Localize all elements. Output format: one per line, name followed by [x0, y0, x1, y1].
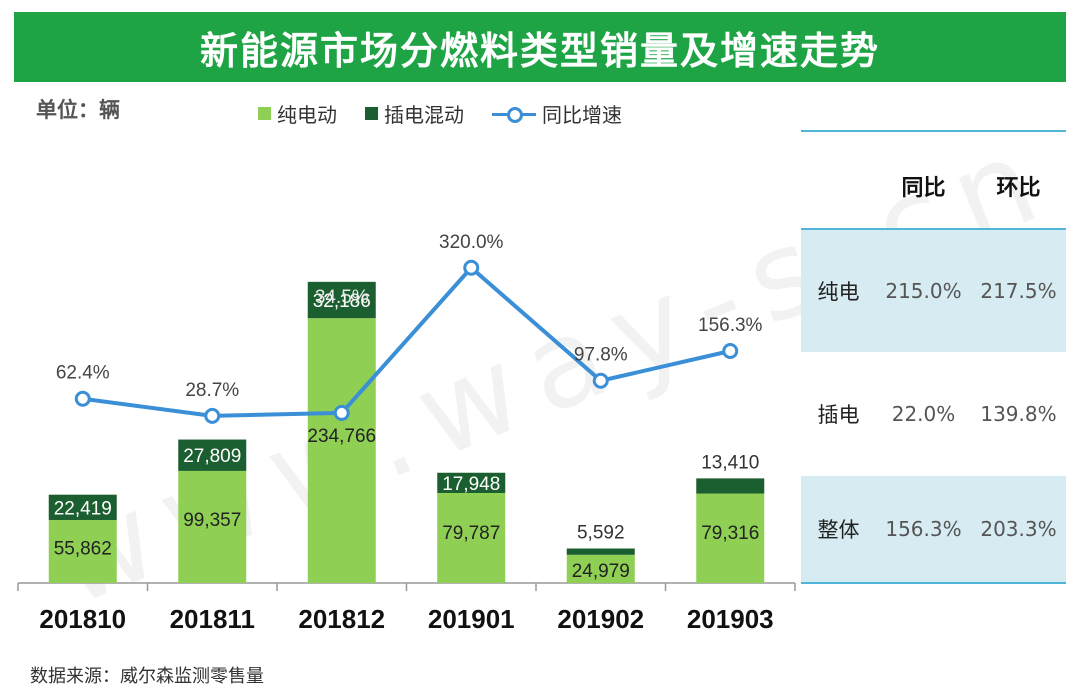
bar-label-bev: 79,316 — [701, 523, 759, 544]
x-axis-label: 201810 — [39, 604, 126, 634]
table-row-label: 纯电 — [817, 280, 860, 304]
table-top-rule — [801, 130, 1066, 132]
bar-label-phev: 27,809 — [183, 446, 241, 467]
table-row-label: 插电 — [817, 403, 860, 427]
source-note: 数据来源：威尔森监测零售量 — [30, 666, 264, 687]
bar-label-phev: 13,410 — [701, 452, 759, 473]
table-header-mom: 环比 — [996, 176, 1041, 201]
growth-label: 28.7% — [185, 380, 239, 401]
table-cell-mom: 203.3% — [980, 517, 1057, 541]
growth-point — [74, 390, 91, 407]
bar-bev — [48, 519, 117, 583]
stacked-bar-line-chart: 55,862 22,419 201810 99,357 27,809 201811 234,… — [17, 232, 796, 634]
legend: 纯电动 插电混动 同比增速 — [258, 99, 650, 128]
growth-point — [722, 342, 739, 359]
legend-swatch-bev — [258, 107, 271, 120]
growth-line — [82, 265, 731, 418]
growth-label: 34.5% — [315, 287, 369, 308]
legend-swatch-growth — [492, 106, 536, 123]
table-row-label: 整体 — [817, 518, 860, 542]
x-axis-label: 201901 — [428, 604, 515, 634]
legend-item-growth: 同比增速 — [492, 99, 622, 128]
legend-label-phev: 插电混动 — [384, 103, 464, 127]
bar-bev — [178, 470, 247, 583]
table-header-rule — [801, 228, 1066, 230]
table-header: 同比 环比 — [801, 170, 1066, 202]
chart-title: 新能源市场分燃料类型销量及增速走势 — [14, 12, 1066, 82]
bar-label-bev: 99,357 — [183, 510, 241, 531]
bar-label-bev: 234,766 — [307, 426, 376, 447]
growth-label: 97.8% — [574, 345, 628, 366]
unit-label: 单位：辆 — [36, 98, 120, 122]
chart-title-text: 新能源市场分燃料类型销量及增速走势 — [199, 28, 880, 73]
bar-phev — [178, 439, 247, 471]
bar-label-bev: 24,979 — [572, 561, 630, 582]
table-bottom-rule — [801, 582, 1066, 584]
legend-item-bev: 纯电动 — [258, 99, 337, 128]
bar-bev — [307, 318, 376, 583]
bar-bev — [566, 554, 635, 583]
bar-label-bev: 79,787 — [442, 523, 500, 544]
table-row-total: 整体 156.3% 203.3% — [801, 476, 1066, 582]
bar-bev — [437, 492, 506, 583]
table-cell-yoy: 156.3% — [885, 517, 962, 541]
bar-label-bev: 55,862 — [54, 538, 112, 559]
table-cell-yoy: 22.0% — [891, 402, 956, 426]
bar-label-phev: 32,186 — [313, 291, 371, 312]
bar-phev — [696, 478, 765, 494]
bar-phev — [48, 494, 117, 520]
bar-phev — [437, 472, 506, 493]
table-cell-mom: 139.8% — [980, 402, 1057, 426]
bar-label-phev: 22,419 — [54, 498, 112, 519]
growth-point — [204, 407, 221, 424]
legend-label-bev: 纯电动 — [277, 103, 337, 127]
bar-phev — [307, 281, 376, 319]
x-axis-label: 201902 — [557, 604, 644, 634]
x-axis-label: 201812 — [298, 604, 385, 634]
bar-label-phev: 17,948 — [442, 474, 500, 495]
x-axis-label: 201811 — [170, 604, 255, 634]
legend-swatch-phev — [365, 107, 378, 120]
growth-label: 156.3% — [698, 315, 763, 336]
table-header-yoy: 同比 — [901, 176, 946, 201]
table-cell-mom: 217.5% — [980, 279, 1057, 303]
bar-phev — [566, 548, 635, 555]
bar-label-phev: 5,592 — [577, 523, 625, 544]
growth-label: 320.0% — [439, 232, 504, 253]
x-axis-label: 201903 — [687, 604, 774, 634]
legend-label-growth: 同比增速 — [542, 103, 622, 127]
bar-bev — [696, 493, 765, 583]
legend-item-phev: 插电混动 — [365, 99, 464, 128]
table-cell-yoy: 215.0% — [885, 279, 962, 303]
table-row-bev: 纯电 215.0% 217.5% — [801, 230, 1066, 352]
growth-point — [333, 404, 350, 421]
growth-point — [592, 372, 609, 389]
table-row-phev: 插电 22.0% 139.8% — [801, 352, 1066, 476]
growth-label: 62.4% — [56, 363, 110, 384]
growth-point — [463, 259, 480, 276]
